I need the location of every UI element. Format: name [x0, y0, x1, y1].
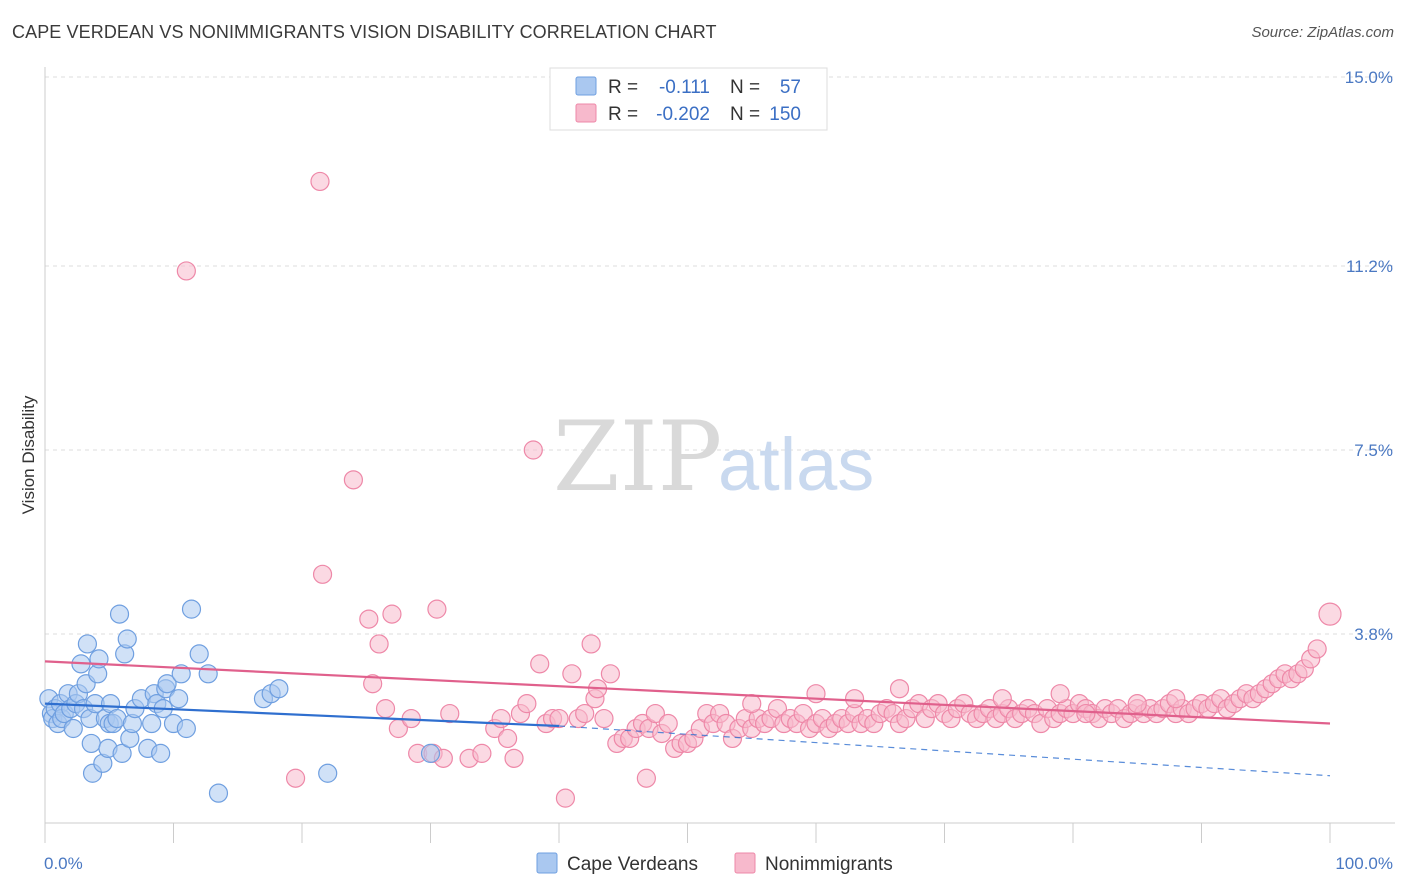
nonimmigrants-point — [575, 703, 595, 724]
nonimmigrants-point — [176, 261, 196, 281]
legend-swatch-cape-verdeans — [536, 852, 558, 874]
cape-verdeans-point — [181, 599, 202, 619]
y-tick-label: 11.2% — [1346, 257, 1393, 276]
y-tick-label: 7.5% — [1354, 441, 1393, 460]
nonimmigrants-point — [363, 674, 383, 694]
cape-verdeans-point — [318, 763, 338, 783]
nonimmigrants-point — [310, 171, 330, 192]
nonimmigrants-point — [382, 604, 402, 624]
x-tick-label: 100.0% — [1335, 854, 1393, 873]
nonimmigrants-point — [1307, 639, 1327, 659]
nonimmigrants-point — [517, 694, 537, 714]
nonimmigrants-point — [992, 689, 1012, 709]
nonimmigrants-point — [600, 664, 621, 684]
nonimmigrants-point — [312, 564, 333, 584]
cape-verdeans-point — [112, 743, 132, 763]
cape-verdeans-point — [117, 629, 137, 649]
nonimmigrants-trendline — [44, 660, 1331, 725]
nonimmigrants-point — [594, 708, 614, 729]
nonimmigrants-point — [658, 713, 678, 734]
cape-verdeans-point — [109, 604, 130, 624]
tick-labels: 3.8% 7.5% 11.2% 15.0% 0.0% 100.0% — [44, 68, 1393, 873]
nonimmigrants-point — [530, 654, 550, 674]
nonimmigrants-point — [1127, 694, 1147, 714]
cape-verdeans-point — [151, 743, 171, 763]
cape-verdeans-trendline — [44, 702, 560, 728]
cape-verdeans-point — [63, 718, 83, 739]
legend-label-nonimmigrants: Nonimmigrants — [765, 854, 893, 875]
watermark-zip: ZIP — [553, 401, 722, 513]
trend-layer — [44, 660, 1331, 777]
cape-verdeans-point — [208, 783, 229, 803]
grid-layer — [45, 76, 1395, 635]
legend-r-value: -0.111 — [659, 77, 710, 98]
watermark-atlas: atlas — [718, 423, 874, 506]
nonimmigrants-point — [440, 703, 460, 724]
legend-r-label: R = — [608, 77, 638, 98]
nonimmigrants-point — [742, 694, 762, 714]
legend-swatch-blue — [575, 76, 597, 96]
y-tick-label: 3.8% — [1354, 625, 1393, 644]
cape-verdeans-point — [420, 743, 441, 763]
nonimmigrants-point — [359, 609, 379, 629]
legend-n-label: N = — [730, 104, 760, 125]
cape-verdeans-point — [157, 674, 177, 694]
watermark: ZIP atlas — [553, 401, 874, 513]
nonimmigrants-point — [889, 679, 910, 699]
nonimmigrants-point — [1166, 689, 1186, 709]
points-layer — [39, 171, 1342, 808]
legend-swatch-pink — [575, 103, 597, 123]
nonimmigrants-point — [636, 768, 656, 788]
legend-n-value: 57 — [780, 77, 801, 98]
nonimmigrants-point — [285, 768, 306, 788]
chart-title: CAPE VERDEAN VS NONIMMIGRANTS VISION DIS… — [12, 22, 717, 42]
legend-r-label: R = — [608, 104, 638, 125]
nonimmigrants-point — [581, 634, 601, 654]
nonimmigrants-point — [523, 440, 543, 460]
cape-verdeans-point — [269, 679, 289, 699]
y-tick-label: 15.0% — [1345, 68, 1393, 87]
cape-verdeans-point — [189, 644, 209, 664]
nonimmigrants-point — [504, 748, 524, 768]
cape-verdeans-point — [176, 718, 196, 739]
nonimmigrants-point — [555, 788, 576, 808]
nonimmigrants-point — [369, 634, 389, 654]
y-axis-label: Vision Disability — [19, 395, 38, 514]
legend-series: Cape Verdeans Nonimmigrants — [536, 852, 893, 875]
legend-n-label: N = — [730, 77, 760, 98]
legend-label-cape-verdeans: Cape Verdeans — [567, 854, 698, 875]
nonimmigrants-point — [1076, 703, 1096, 724]
legend-n-value: 150 — [769, 104, 801, 125]
nonimmigrants-point — [844, 689, 865, 709]
x-tick-label: 0.0% — [44, 854, 83, 873]
legend-r-value: -0.202 — [656, 104, 710, 125]
nonimmigrants-point — [1318, 602, 1342, 626]
nonimmigrants-point — [375, 699, 396, 719]
legend-swatch-nonimmigrants — [734, 852, 756, 874]
legend-stats: R = -0.111 N = 57 R = -0.202 N = 150 — [549, 67, 828, 131]
cape-verdeans-point — [169, 689, 189, 709]
cape-verdeans-point — [198, 664, 218, 684]
cape-verdeans-point — [171, 664, 191, 684]
nonimmigrants-point — [498, 728, 518, 749]
nonimmigrants-point — [472, 743, 492, 763]
cape-verdeans-trendline-extension — [558, 725, 1331, 777]
nonimmigrants-point — [1050, 684, 1070, 704]
nonimmigrants-point — [645, 703, 665, 724]
nonimmigrants-point — [343, 470, 363, 490]
cape-verdeans-point — [81, 733, 101, 754]
nonimmigrants-point — [427, 599, 447, 619]
nonimmigrants-point — [549, 708, 569, 729]
cape-verdeans-point — [142, 713, 162, 734]
source-label: Source: ZipAtlas.com — [1251, 24, 1394, 41]
cape-verdeans-point — [77, 634, 98, 654]
nonimmigrants-point — [562, 664, 582, 684]
